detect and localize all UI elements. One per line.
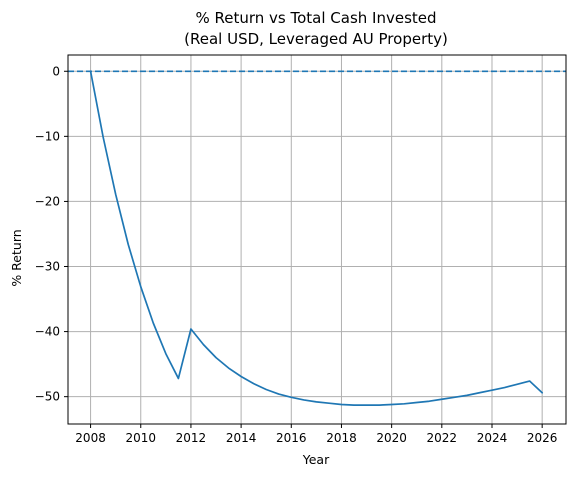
y-tick-label: −10 <box>35 129 60 143</box>
x-tick-label: 2022 <box>427 431 458 445</box>
series-layer <box>68 70 566 406</box>
series-line <box>89 70 544 406</box>
x-tick-label: 2018 <box>326 431 357 445</box>
y-tick-label: −20 <box>35 194 60 208</box>
axes-frame <box>64 54 567 428</box>
x-tick-label: 2016 <box>276 431 307 445</box>
y-axis-label: % Return <box>9 229 24 286</box>
x-tick-label: 2024 <box>477 431 508 445</box>
y-tick-label: −30 <box>35 260 60 274</box>
y-tick-label: −40 <box>35 325 60 339</box>
chart-title-line-2: (Real USD, Leveraged AU Property) <box>184 30 448 48</box>
x-tick-label: 2014 <box>226 431 257 445</box>
x-axis-label: Year <box>302 452 330 467</box>
y-tick-label: −50 <box>35 390 60 404</box>
x-tick-label: 2026 <box>527 431 558 445</box>
x-tick-label: 2020 <box>376 431 407 445</box>
plot-frame <box>67 54 567 425</box>
chart-title-line-1: % Return vs Total Cash Invested <box>195 9 436 27</box>
x-tick-label: 2012 <box>176 431 207 445</box>
tick-labels: 2008 2010 2012 2014 2016 2018 2020 2022 2024 2026… <box>35 64 558 445</box>
y-tick-label: 0 <box>52 64 60 78</box>
grid <box>68 55 566 424</box>
x-tick-label: 2008 <box>75 431 106 445</box>
x-tick-label: 2010 <box>125 431 156 445</box>
